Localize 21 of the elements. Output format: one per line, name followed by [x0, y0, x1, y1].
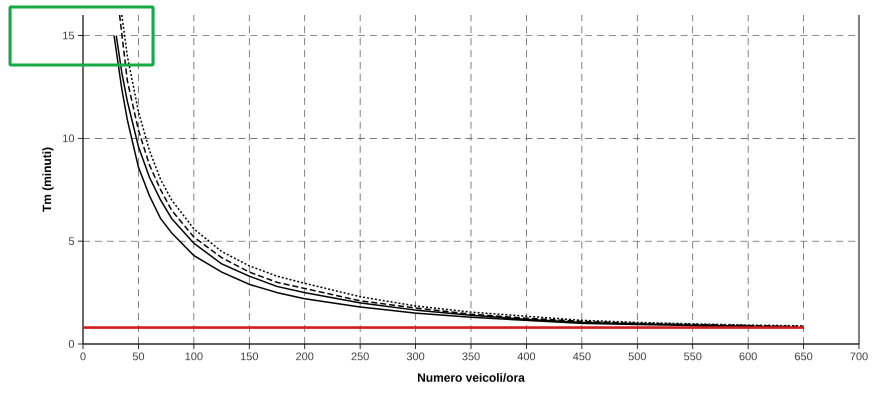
y-tick-label: 15 [63, 32, 74, 40]
x-tick-label: 250 [352, 352, 369, 360]
x-tick-label: 700 [850, 352, 868, 360]
x-tick-label: 200 [296, 352, 314, 360]
y-tick-label: 0 [68, 340, 74, 348]
y-tick-label: 10 [63, 134, 74, 142]
x-tick-label: 0 [80, 352, 86, 360]
x-tick-label: 600 [740, 352, 757, 360]
y-tick-label: 5 [68, 237, 74, 246]
x-axis-title: Numero veicoli/ora [418, 373, 525, 382]
x-tick-label: 50 [132, 352, 144, 360]
x-tick-label: 450 [572, 352, 591, 360]
x-tick-label: 650 [794, 352, 812, 360]
x-tick-label: 100 [186, 352, 203, 360]
x-tick-label: 350 [462, 352, 480, 360]
x-tick-label: 500 [628, 352, 646, 360]
x-tick-label: 150 [240, 352, 258, 360]
x-tick-label: 400 [518, 352, 536, 360]
x-tick-label: 550 [684, 352, 702, 360]
y-axis-title: Tm (minuti) [42, 148, 54, 212]
x-tick-label: 300 [406, 352, 424, 360]
